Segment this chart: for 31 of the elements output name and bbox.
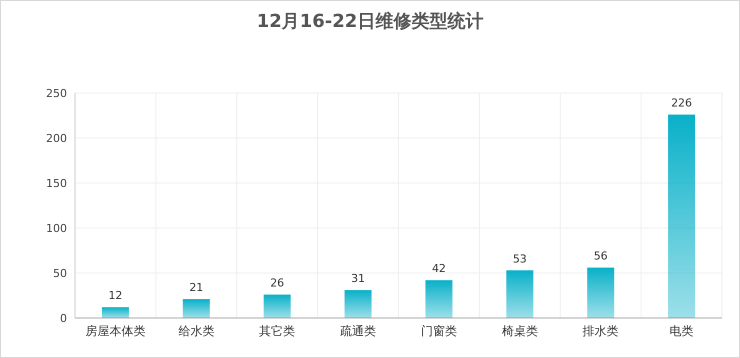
chart-title: 12月16-22日维修类型统计 — [256, 11, 484, 32]
y-tick-label: 250 — [46, 87, 67, 100]
data-label: 226 — [671, 96, 692, 110]
x-tick-label: 电类 — [670, 324, 694, 338]
bar — [264, 294, 291, 318]
data-label: 12 — [108, 289, 122, 302]
y-tick-label: 200 — [46, 132, 67, 145]
y-tick-label: 100 — [46, 222, 67, 235]
x-tick-label: 疏通类 — [340, 324, 376, 338]
bar — [182, 299, 210, 318]
data-label: 26 — [270, 276, 284, 290]
x-tick-label: 其它类 — [259, 324, 296, 338]
x-tick-label: 给水类 — [178, 324, 214, 338]
y-tick-label: 150 — [46, 177, 67, 190]
data-label: 56 — [594, 250, 608, 263]
bar — [587, 268, 614, 318]
bar — [425, 280, 452, 318]
data-label: 53 — [512, 252, 527, 266]
y-tick-label: 0 — [60, 312, 67, 325]
y-tick-label: 50 — [53, 267, 67, 280]
bar — [668, 114, 696, 318]
data-label: 31 — [351, 272, 366, 286]
bar — [102, 307, 129, 318]
x-tick-label: 椅桌类 — [502, 324, 538, 338]
data-label: 42 — [432, 262, 446, 276]
bar — [344, 290, 372, 318]
x-tick-label: 门窗类 — [420, 324, 457, 338]
data-label: 21 — [189, 281, 204, 294]
bar — [506, 270, 534, 318]
x-tick-label: 排水类 — [582, 324, 619, 338]
x-tick-label: 房屋本体类 — [85, 324, 146, 338]
